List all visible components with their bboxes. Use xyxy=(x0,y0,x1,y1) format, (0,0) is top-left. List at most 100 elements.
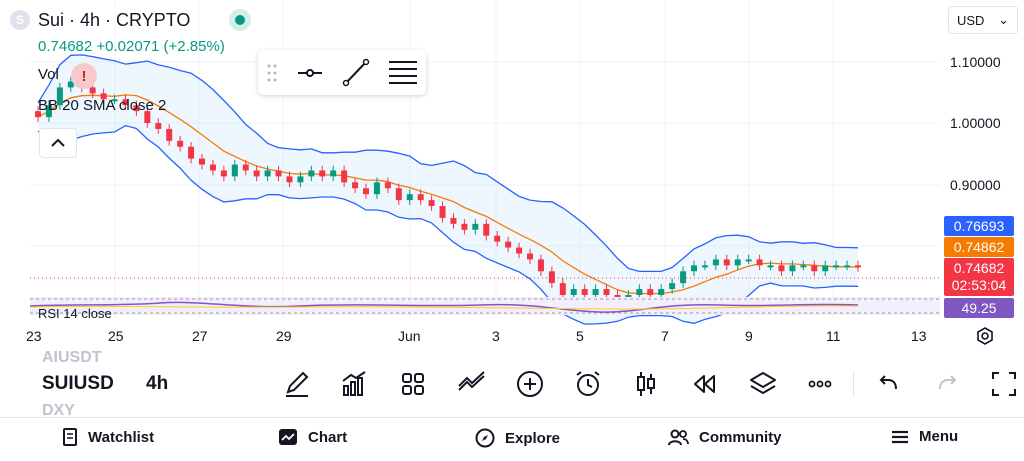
indicators-icon[interactable] xyxy=(338,368,370,400)
symbol-prev[interactable]: AIUSDT1h xyxy=(42,349,102,363)
candle xyxy=(188,142,195,164)
templates-icon[interactable] xyxy=(397,368,429,400)
undo-icon[interactable] xyxy=(872,368,904,400)
candle xyxy=(778,260,785,277)
chevron-down-icon: ⌄ xyxy=(998,12,1009,27)
candle xyxy=(723,254,730,271)
symbol-title[interactable]: Sui · 4h · CRYPTO xyxy=(38,10,191,30)
chart-type-icon[interactable] xyxy=(630,368,662,400)
more-icon[interactable] xyxy=(804,368,836,400)
candle xyxy=(286,171,293,188)
fullscreen-icon[interactable] xyxy=(988,368,1020,400)
symbol-next[interactable]: DXY1D xyxy=(42,402,75,416)
warning-icon[interactable]: ! xyxy=(71,63,97,89)
candle xyxy=(439,201,446,223)
candle xyxy=(691,260,697,277)
bb-fill xyxy=(38,54,858,325)
nav-community[interactable]: Community xyxy=(667,428,782,446)
countdown: 02:53:04 xyxy=(951,277,1007,293)
currency-select[interactable]: USD ⌄ xyxy=(948,6,1018,34)
candle xyxy=(472,219,479,235)
pencil-icon[interactable] xyxy=(282,368,314,400)
candle xyxy=(483,219,490,241)
candle xyxy=(56,82,63,110)
price-level: 0.90000 xyxy=(950,177,1001,193)
nav-chart-label: Chart xyxy=(308,428,348,446)
candle xyxy=(155,118,162,134)
drag-handle-icon[interactable] xyxy=(267,64,277,82)
fib-lines-icon[interactable] xyxy=(389,61,417,84)
last-price-value: 0.74682 xyxy=(953,260,1005,276)
collapse-legend-button[interactable] xyxy=(39,128,77,158)
nav-watchlist-label: Watchlist xyxy=(88,428,155,446)
nav-menu[interactable]: Menu xyxy=(891,428,958,445)
watchlist-icon xyxy=(63,428,77,446)
candle xyxy=(833,260,840,271)
time-label: Jun xyxy=(398,328,421,344)
nav-chart[interactable]: Chart xyxy=(278,428,347,446)
candle xyxy=(844,260,851,271)
last-price-tag: 0.74682 02:53:04 xyxy=(944,258,1014,296)
rsi-pane xyxy=(30,297,940,315)
candle xyxy=(384,177,391,193)
add-icon[interactable] xyxy=(514,368,546,400)
candle xyxy=(701,260,708,271)
chart-icon xyxy=(279,429,297,445)
candle xyxy=(209,159,216,176)
price-level: 1.10000 xyxy=(950,54,1001,70)
drawing-toolbar-icons xyxy=(267,58,417,87)
candle xyxy=(505,236,512,253)
time-label: 9 xyxy=(745,328,753,344)
time-label: 23 xyxy=(26,328,42,344)
nav-explore[interactable]: Explore xyxy=(475,428,560,448)
candle xyxy=(231,159,238,182)
axis-settings-icon[interactable] xyxy=(975,326,995,346)
candle xyxy=(133,100,140,116)
candle xyxy=(100,88,107,105)
volume-legend[interactable]: Vol xyxy=(38,66,59,83)
rsi-line xyxy=(29,301,859,313)
trend-line-icon[interactable] xyxy=(342,58,370,87)
candle xyxy=(811,260,818,277)
symbol-current-interval: 4h xyxy=(146,373,169,394)
bb-basis-tag: 0.74862 xyxy=(944,237,1014,257)
candle xyxy=(177,136,184,152)
time-label: 5 xyxy=(576,328,584,344)
layers-icon[interactable] xyxy=(747,368,779,400)
candle xyxy=(253,165,260,182)
symbol-current[interactable]: SUIUSD 4h xyxy=(42,373,168,395)
hamburger-icon xyxy=(892,430,908,443)
nav-divider xyxy=(0,417,1024,418)
toolbar-divider xyxy=(853,372,854,396)
rsi-legend[interactable]: RSI 14 close xyxy=(38,306,112,321)
horizontal-line-icon[interactable] xyxy=(298,69,322,77)
candle xyxy=(548,266,555,288)
candle xyxy=(330,165,337,182)
candle xyxy=(428,195,435,211)
bb-legend[interactable]: BB 20 SMA close 2 xyxy=(38,97,167,114)
candle xyxy=(373,177,380,199)
nav-watchlist[interactable]: Watchlist xyxy=(62,428,154,446)
candle xyxy=(559,278,566,300)
candle xyxy=(363,183,369,199)
candle xyxy=(395,183,402,205)
candle xyxy=(406,189,413,205)
candle xyxy=(35,106,41,122)
bollinger-band xyxy=(37,54,859,325)
compare-icon[interactable] xyxy=(456,368,488,400)
candlesticks xyxy=(35,76,861,306)
time-label: 27 xyxy=(192,328,208,344)
chevron-up-icon xyxy=(51,138,65,147)
symbol-next-name: DXY xyxy=(42,402,75,416)
compass-icon xyxy=(475,428,495,448)
candle xyxy=(669,278,676,294)
time-label: 7 xyxy=(661,328,669,344)
candle xyxy=(756,254,763,271)
time-label: 11 xyxy=(826,328,841,344)
price-change: 0.74682 +0.02071 (+2.85%) xyxy=(38,38,225,55)
bb-upper-tag: 0.76693 xyxy=(944,216,1014,236)
alert-icon[interactable] xyxy=(572,368,604,400)
replay-icon[interactable] xyxy=(688,368,720,400)
candle xyxy=(45,100,52,122)
